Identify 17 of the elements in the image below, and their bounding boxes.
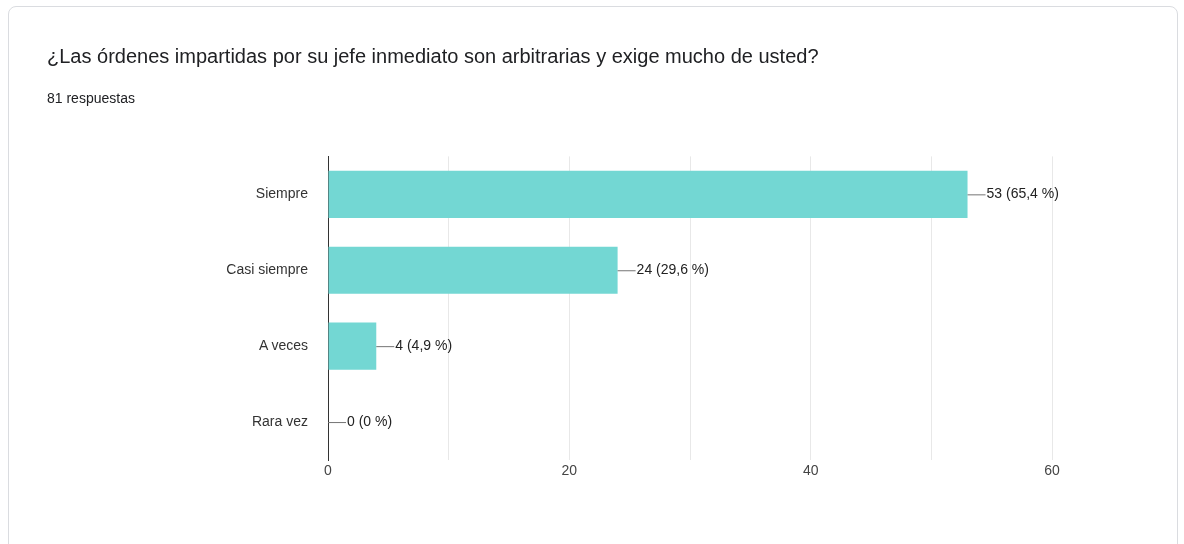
text: 81 respuestas	[47, 90, 135, 106]
y-tick-label: Casi siempre	[226, 261, 309, 278]
data-label: 53 (65,4 %)	[986, 185, 1059, 202]
x-tick-label: 60	[1044, 462, 1060, 479]
x-tick-label: 40	[802, 462, 819, 479]
bar	[328, 322, 377, 370]
y-tick-label: Siempre	[255, 185, 309, 202]
data-label: 24 (29,6 %)	[636, 261, 709, 278]
bar	[328, 246, 618, 294]
y-tick-label: Rara vez	[251, 412, 308, 429]
data-label: 4 (4,9 %)	[395, 337, 453, 354]
data-label: 0 (0 %)	[347, 412, 393, 429]
chart-title: ¿Las órdenes impartidas por su jefe inmediato son arbitrarias y exige mucho de usted?	[47, 45, 819, 68]
x-tick-label: 0	[324, 462, 333, 479]
x-tick-label: 20	[561, 462, 578, 479]
y-tick-label: A veces	[258, 337, 308, 354]
bar	[328, 170, 968, 218]
